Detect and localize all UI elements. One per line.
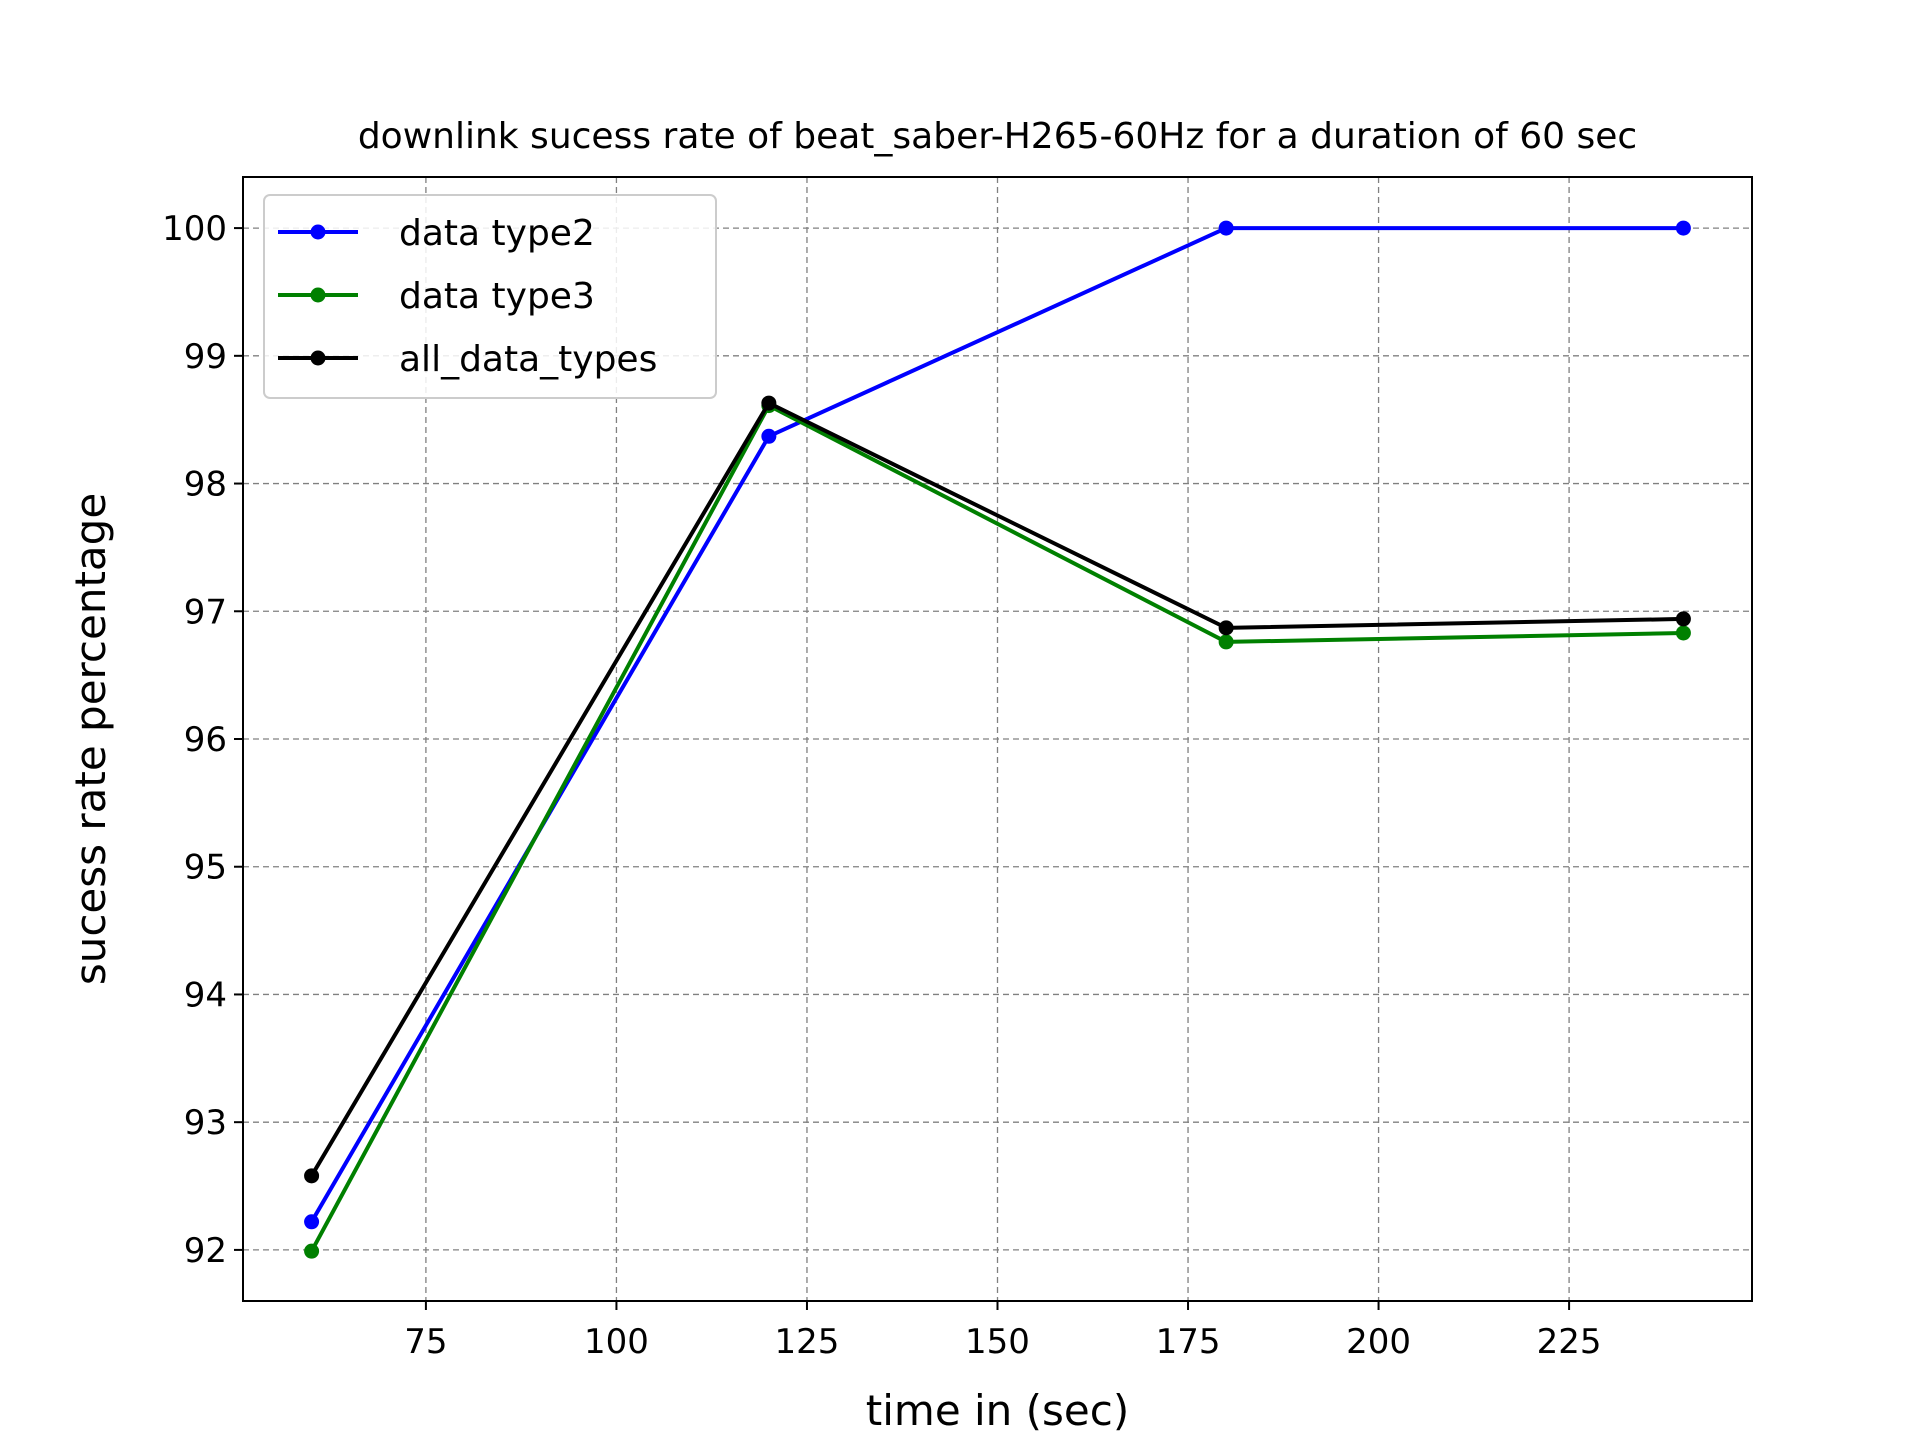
chart-title: downlink sucess rate of beat_saber-H265-… xyxy=(358,116,1637,157)
x-tick-label: 75 xyxy=(404,1322,447,1362)
legend: data type2 data type3 all_data_types xyxy=(263,194,717,399)
x-tick-label: 125 xyxy=(775,1322,840,1362)
y-tick-label: 98 xyxy=(184,465,227,505)
data-point-data-type2 xyxy=(761,428,777,444)
x-axis-label: time in (sec) xyxy=(866,1386,1129,1435)
series-all-data-types xyxy=(304,395,1691,1184)
data-point-data-type3 xyxy=(1675,625,1691,641)
legend-label-all-data-types: all_data_types xyxy=(399,339,657,380)
series-line-all-data-types xyxy=(309,401,1684,1177)
data-point-all-data-types xyxy=(1675,611,1691,627)
x-tick-label: 225 xyxy=(1537,1322,1602,1362)
series-layer xyxy=(304,220,1691,1259)
axes: 75 100 125 150 175 200 225 92 93 94 95 96 97 98 99 100 xyxy=(162,209,1601,1362)
y-tick-label: 97 xyxy=(184,592,227,632)
legend-marker-all-data-types xyxy=(310,350,326,366)
x-tick-label: 150 xyxy=(965,1322,1030,1362)
data-point-all-data-types xyxy=(1218,620,1234,636)
x-tick-label: 100 xyxy=(584,1322,649,1362)
legend-item-all-data-types: all_data_types xyxy=(278,339,657,380)
x-tick-label: 200 xyxy=(1346,1322,1411,1362)
legend-item-data-type3: data type3 xyxy=(278,276,595,317)
y-tick-label: 100 xyxy=(162,209,227,249)
legend-label-data-type2: data type2 xyxy=(399,213,595,254)
data-point-data-type3 xyxy=(304,1243,320,1259)
y-tick-label: 93 xyxy=(184,1103,227,1143)
x-tick-label: 175 xyxy=(1156,1322,1221,1362)
y-tick-label: 92 xyxy=(184,1231,227,1271)
legend-label-data-type3: data type3 xyxy=(399,276,595,317)
y-tick-label: 99 xyxy=(184,337,227,377)
data-point-data-type3 xyxy=(1218,634,1234,650)
data-point-all-data-types xyxy=(304,1168,320,1184)
y-tick-label: 94 xyxy=(184,975,227,1015)
data-point-all-data-types xyxy=(761,395,777,411)
y-tick-label: 96 xyxy=(184,720,227,760)
series-line-data-type3 xyxy=(309,403,1684,1253)
legend-marker-data-type2 xyxy=(310,224,326,240)
legend-item-data-type2: data type2 xyxy=(278,213,595,254)
plot-frame xyxy=(242,176,1753,1302)
legend-box xyxy=(263,194,717,399)
data-point-data-type2 xyxy=(1675,220,1691,236)
y-tick-label: 95 xyxy=(184,848,227,888)
data-point-data-type2 xyxy=(1218,220,1234,236)
data-point-data-type2 xyxy=(304,1214,320,1230)
y-axis-label: sucess rate percentage xyxy=(66,493,115,985)
legend-marker-data-type3 xyxy=(310,287,326,303)
